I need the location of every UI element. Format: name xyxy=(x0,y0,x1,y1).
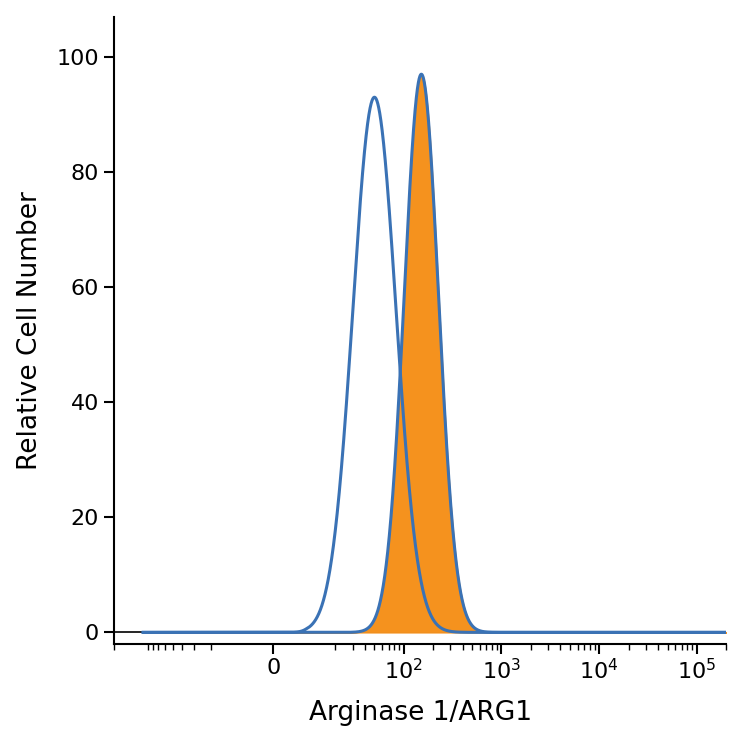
Y-axis label: Relative Cell Number: Relative Cell Number xyxy=(16,191,42,470)
X-axis label: Arginase 1/ARG1: Arginase 1/ARG1 xyxy=(308,701,531,727)
